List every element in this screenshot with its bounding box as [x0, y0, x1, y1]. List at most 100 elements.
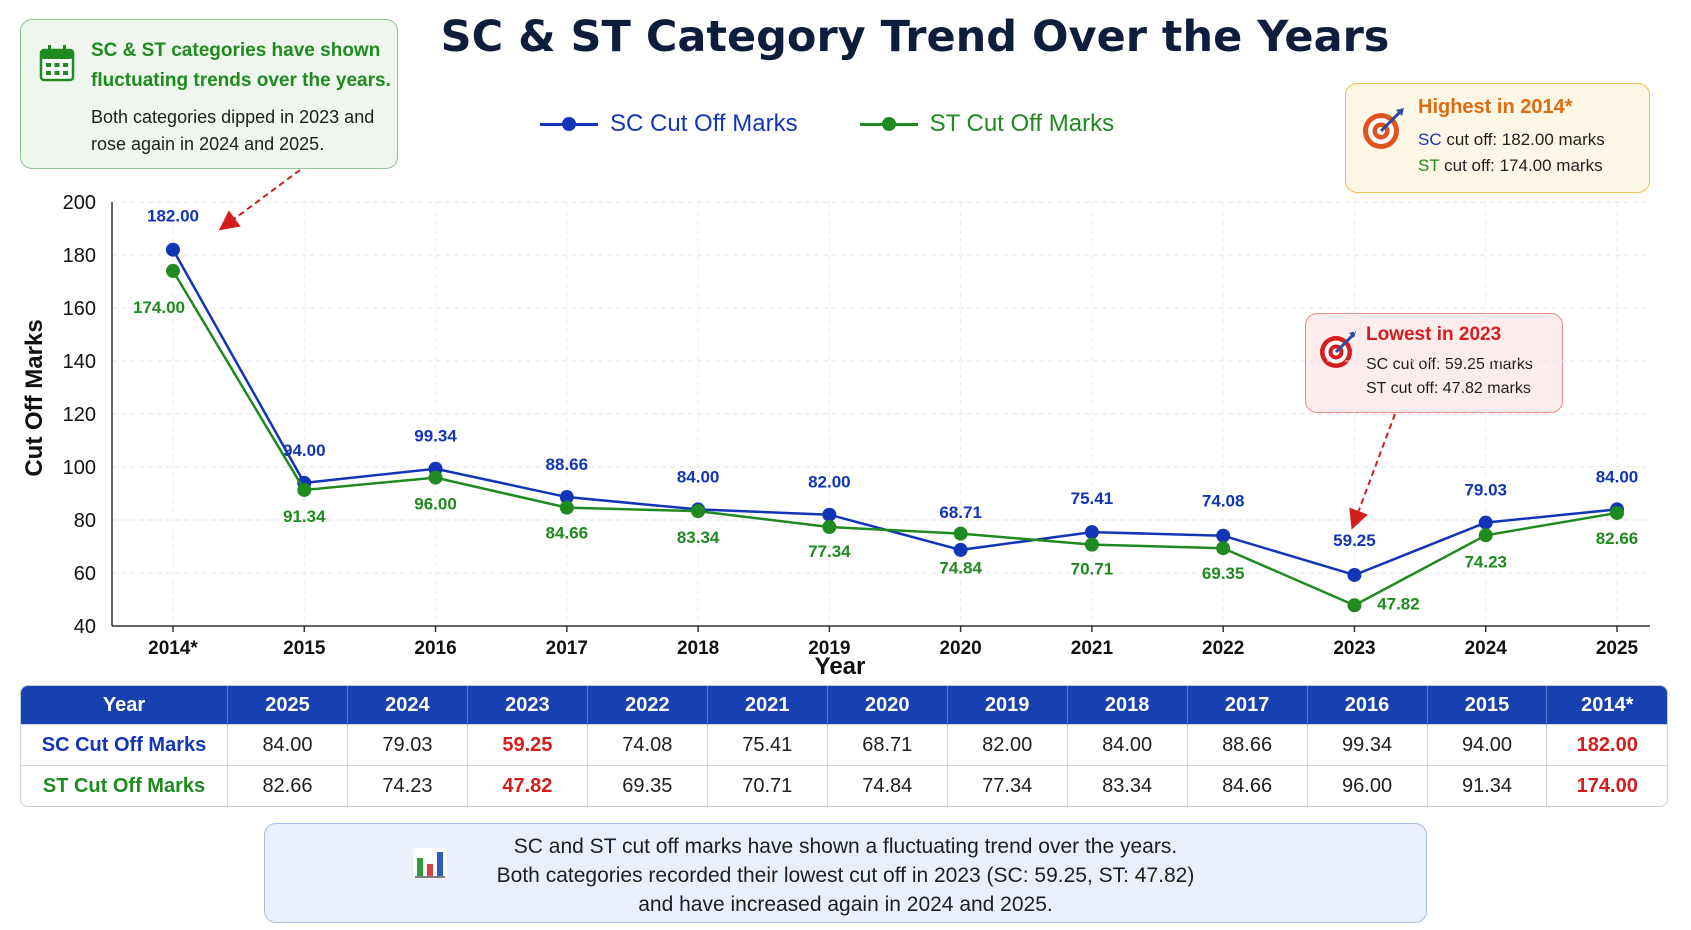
table-cell: 69.35	[587, 765, 708, 806]
y-tick-label: 180	[63, 245, 96, 267]
table-cell: 47.82	[467, 765, 588, 806]
x-tick-label: 2017	[546, 638, 588, 659]
data-label-st: 96.00	[414, 495, 457, 514]
table-header-cell: 2015	[1427, 686, 1548, 725]
x-tick-label: 2019	[808, 638, 850, 659]
series-line-sc	[171, 249, 1618, 577]
line-chart: 40 60 80 100 120 140 160 180 200 2014* 2015 2016 201…	[21, 169, 1650, 680]
table-header-cell: 2018	[1067, 686, 1188, 725]
summary-text: SC and ST cut off marks have shown a flu…	[265, 832, 1426, 919]
x-tick-label: 2020	[939, 638, 981, 659]
summary-line-3: and have increased again in 2024 and 202…	[638, 893, 1053, 916]
x-tick-label: 2025	[1596, 638, 1639, 659]
table-cell: 174.00	[1546, 765, 1667, 806]
table-header-cell: 2023	[467, 686, 588, 725]
legend-item-sc: SC Cut Off Marks	[540, 110, 798, 138]
highest-sc-text: cut off: 182.00 marks	[1441, 130, 1605, 149]
data-point-st	[1347, 598, 1362, 613]
data-label-sc: 75.41	[1071, 489, 1114, 508]
highest-sc-line: SC cut off: 182.00 marks	[1418, 130, 1605, 150]
data-table-grid: Year 2025 2024 2023 2022 2021 2020 2019 2018 2017…	[21, 686, 1667, 806]
data-point-st	[1478, 528, 1493, 543]
table-row-label: SC Cut Off Marks	[21, 723, 228, 766]
summary-line-1: SC and ST cut off marks have shown a flu…	[513, 835, 1178, 858]
table-row: SC Cut Off Marks 84.00 79.03 59.25 74.08 75.4…	[21, 723, 1667, 766]
highest-st-text: cut off: 174.00 marks	[1439, 156, 1603, 175]
x-tick-label: 2014*	[148, 638, 198, 659]
table-body: SC Cut Off Marks 84.00 79.03 59.25 74.08 75.4…	[21, 723, 1667, 806]
highest-st-prefix: ST	[1418, 156, 1440, 175]
data-label-sc: 84.00	[677, 467, 720, 486]
y-tick-label: 40	[74, 616, 96, 638]
series-line-st	[171, 270, 1618, 607]
y-tick-label: 120	[63, 404, 96, 426]
data-label-st: 47.82	[1377, 594, 1420, 613]
data-point-st	[691, 504, 706, 519]
table-cell: 99.34	[1307, 723, 1428, 766]
table-cell: 74.08	[587, 723, 708, 766]
arrow-to-highest	[218, 169, 301, 231]
table-header-cell: 2025	[227, 686, 348, 725]
table-cell: 82.00	[947, 723, 1068, 766]
table-cell: 75.41	[707, 723, 828, 766]
table-header-cell: 2017	[1187, 686, 1308, 725]
data-label-sc: 59.25	[1333, 531, 1376, 550]
calendar-icon	[39, 44, 75, 87]
data-point-st	[166, 263, 180, 278]
legend-label-st: ST Cut Off Marks	[929, 110, 1115, 137]
table-cell: 88.66	[1187, 723, 1308, 766]
table-cell: 84.00	[1067, 723, 1188, 766]
lowest-callout: Lowest in 2023 SC cut off: 59.25 marks S…	[1305, 313, 1563, 413]
table-header-cell: 2016	[1307, 686, 1428, 725]
data-point-st	[822, 520, 837, 535]
table-cell: 77.34	[947, 765, 1068, 806]
data-point-st	[297, 482, 312, 497]
data-label-st: 174.00	[133, 298, 185, 317]
y-tick-label: 200	[63, 192, 96, 214]
highest-sc-prefix: SC	[1418, 130, 1442, 149]
data-label-sc: 99.34	[414, 427, 457, 446]
data-label-st: 83.34	[677, 528, 720, 547]
data-label-sc: 68.71	[939, 503, 982, 522]
table-cell: 74.84	[827, 765, 948, 806]
data-label-st: 74.84	[939, 559, 982, 578]
data-point-st	[1610, 505, 1624, 520]
table-cell: 74.23	[347, 765, 468, 806]
x-tick-label: 2024	[1465, 638, 1508, 659]
lowest-sc-line: SC cut off: 59.25 marks	[1366, 356, 1533, 373]
data-label-sc: 182.00	[147, 207, 199, 226]
data-label-sc: 74.08	[1202, 492, 1245, 511]
table-row: ST Cut Off Marks 82.66 74.23 47.82 69.35 70.7…	[21, 765, 1667, 806]
table-cell: 79.03	[347, 723, 468, 766]
table-cell: 59.25	[467, 723, 588, 766]
data-point-sc	[166, 242, 180, 257]
x-axis-label: Year	[815, 653, 866, 680]
x-tick-label: 2015	[283, 638, 326, 659]
chart-legend: SC Cut Off Marks ST Cut Off Marks	[540, 110, 1114, 138]
y-tick-label: 160	[63, 298, 96, 320]
highest-callout-heading: Highest in 2014*	[1418, 96, 1573, 118]
data-label-st: 91.34	[283, 507, 326, 526]
data-label-sc: 84.00	[1596, 467, 1639, 486]
data-point-sc	[1478, 515, 1493, 530]
table-header-year: Year	[21, 686, 228, 725]
table-cell: 182.00	[1546, 723, 1667, 766]
x-tick-label: 2022	[1202, 638, 1244, 659]
highest-callout: Highest in 2014* SC cut off: 182.00 mark…	[1345, 83, 1650, 193]
data-point-sc	[1216, 528, 1231, 543]
data-point-st	[1216, 541, 1231, 556]
legend-swatch-st	[859, 116, 918, 131]
lowest-st-line: ST cut off: 47.82 marks	[1366, 380, 1531, 397]
x-tick-label: 2016	[414, 638, 456, 659]
table-header-cell: 2020	[827, 686, 948, 725]
x-tick-label: 2021	[1071, 638, 1114, 659]
data-point-sc	[1084, 525, 1099, 540]
x-tick-label: 2018	[677, 638, 719, 659]
y-tick-label: 100	[63, 457, 96, 479]
target-icon	[1360, 106, 1406, 157]
data-label-st: 74.23	[1464, 552, 1507, 571]
table-header-cell: 2022	[587, 686, 708, 725]
data-point-st	[559, 500, 574, 515]
data-label-sc: 79.03	[1464, 481, 1507, 500]
table-cell: 68.71	[827, 723, 948, 766]
